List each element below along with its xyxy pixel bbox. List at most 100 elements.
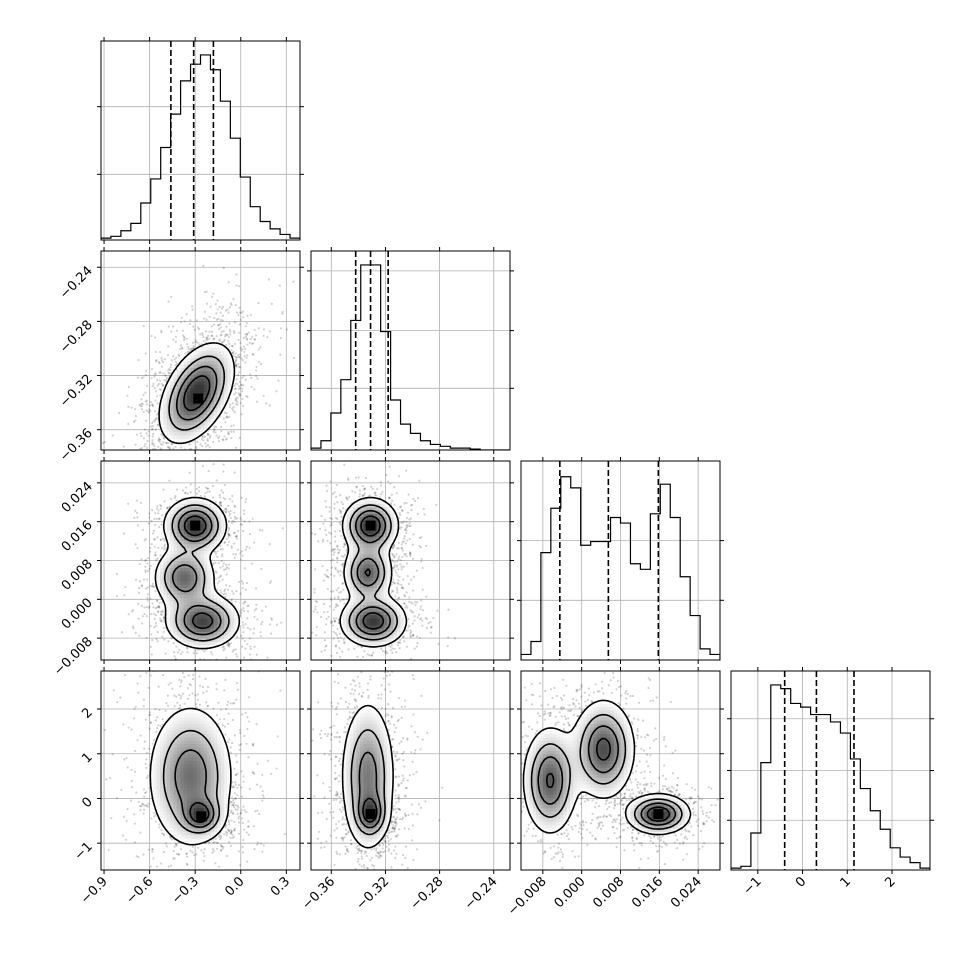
scatter-point: [381, 649, 385, 653]
density-cell: [190, 387, 195, 392]
scatter-point: [219, 589, 222, 592]
density-cell: [193, 404, 198, 409]
density-cell: [190, 357, 195, 362]
density-cell: [220, 600, 225, 605]
density-cell: [210, 597, 215, 602]
scatter-point: [150, 367, 154, 371]
scatter-point: [217, 661, 219, 663]
density-cell: [207, 600, 212, 605]
density-cell: [220, 370, 225, 375]
density-cell: [187, 414, 191, 419]
density-cell: [166, 520, 171, 524]
density-cell: [190, 513, 195, 518]
scatter-point: [168, 447, 172, 450]
scatter-point: [228, 645, 231, 648]
scatter-point: [158, 601, 161, 605]
density-cell: [220, 394, 225, 399]
density-cell: [213, 353, 218, 358]
scatter-point: [232, 406, 235, 409]
density-cell: [227, 387, 232, 392]
scatter-point: [172, 338, 175, 341]
density-cell: [160, 397, 164, 402]
density-cell: [187, 611, 191, 616]
scatter-point: [244, 498, 248, 501]
scatter-point: [160, 620, 163, 623]
scatter-point: [280, 621, 283, 624]
density-cell: [176, 557, 181, 562]
density-cell: [156, 584, 161, 589]
scatter-point: [237, 353, 240, 357]
scatter-point: [279, 327, 282, 330]
scatter-point: [232, 531, 236, 535]
scatter-point: [163, 638, 166, 641]
scatter-point: [231, 590, 234, 593]
density-cell: [173, 550, 178, 555]
scatter-point: [221, 555, 224, 558]
scatter-point: [401, 549, 404, 552]
scatter-point: [167, 458, 169, 460]
scatter-point: [226, 415, 229, 418]
density-cell: [170, 627, 175, 632]
scatter-point: [160, 331, 163, 334]
scatter-point: [154, 511, 157, 515]
density-cell: [190, 577, 195, 582]
scatter-point: [160, 356, 163, 360]
scatter-point: [399, 505, 402, 509]
scatter-point: [223, 588, 227, 591]
density-cell: [207, 411, 212, 416]
scatter-point: [228, 328, 231, 331]
density-contour: [168, 355, 226, 431]
scatter-point: [141, 622, 144, 625]
density-cell: [200, 421, 205, 426]
density-cell: [210, 530, 215, 535]
scatter-point: [222, 463, 225, 466]
scatter-point: [216, 582, 219, 585]
y-tick-label: −0.32: [57, 372, 96, 411]
density-cell: [213, 540, 218, 545]
density-cell: [187, 387, 191, 392]
scatter-point: [150, 425, 153, 428]
density-cell: [187, 530, 191, 535]
scatter-point: [432, 616, 435, 620]
scatter-point: [246, 338, 249, 341]
scatter-point: [392, 581, 396, 585]
scatter-point: [234, 360, 237, 363]
density-cell: [193, 540, 198, 545]
scatter-point: [237, 313, 240, 316]
scatter-point: [156, 379, 159, 382]
density-cell: [176, 533, 181, 538]
density-cell: [200, 641, 205, 646]
density-cell: [183, 434, 188, 439]
density-cell: [187, 367, 191, 372]
scatter-point: [197, 486, 201, 489]
scatter-point: [152, 461, 154, 463]
scatter-point: [226, 456, 228, 458]
density-cell: [176, 543, 181, 548]
scatter-point: [407, 582, 411, 585]
density-cell: [166, 384, 171, 389]
density-cell: [197, 407, 202, 412]
scatter-point: [140, 408, 144, 411]
scatter-point: [215, 312, 218, 315]
density-cell: [217, 627, 222, 632]
density-cell: [170, 417, 175, 422]
density-cell: [193, 363, 198, 368]
scatter-point: [293, 356, 296, 360]
scatter-point: [341, 650, 344, 653]
scatter-point: [197, 327, 201, 331]
scatter-point: [391, 578, 395, 581]
density-cell: [227, 627, 232, 632]
scatter-point: [169, 366, 172, 369]
density-cell: [180, 557, 185, 562]
scatter-point: [234, 517, 237, 520]
scatter-point: [391, 499, 394, 502]
density-cell: [173, 523, 178, 528]
scatter-point: [179, 344, 182, 347]
scatter-point: [248, 341, 251, 344]
scatter-point: [334, 606, 337, 609]
density-cell: [166, 547, 171, 551]
scatter-point: [216, 588, 219, 591]
scatter-point: [253, 615, 256, 618]
scatter-point: [338, 551, 341, 554]
density-cell: [203, 347, 208, 352]
